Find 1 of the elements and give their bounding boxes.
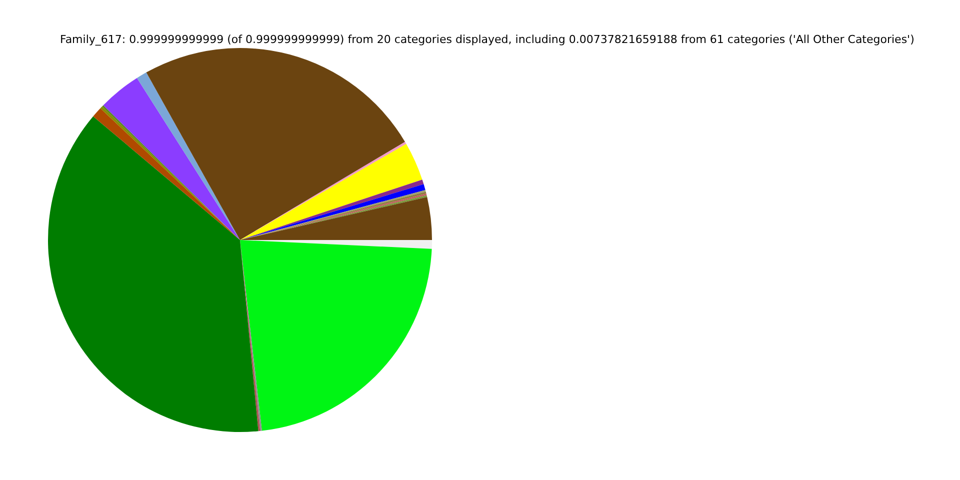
text: Family_617: 0.999999999999 (of 0.999999999999) from 20 categories displayed, including 0.00737821659188 from 61 categories ('All Other Categories')	[60, 33, 914, 46]
